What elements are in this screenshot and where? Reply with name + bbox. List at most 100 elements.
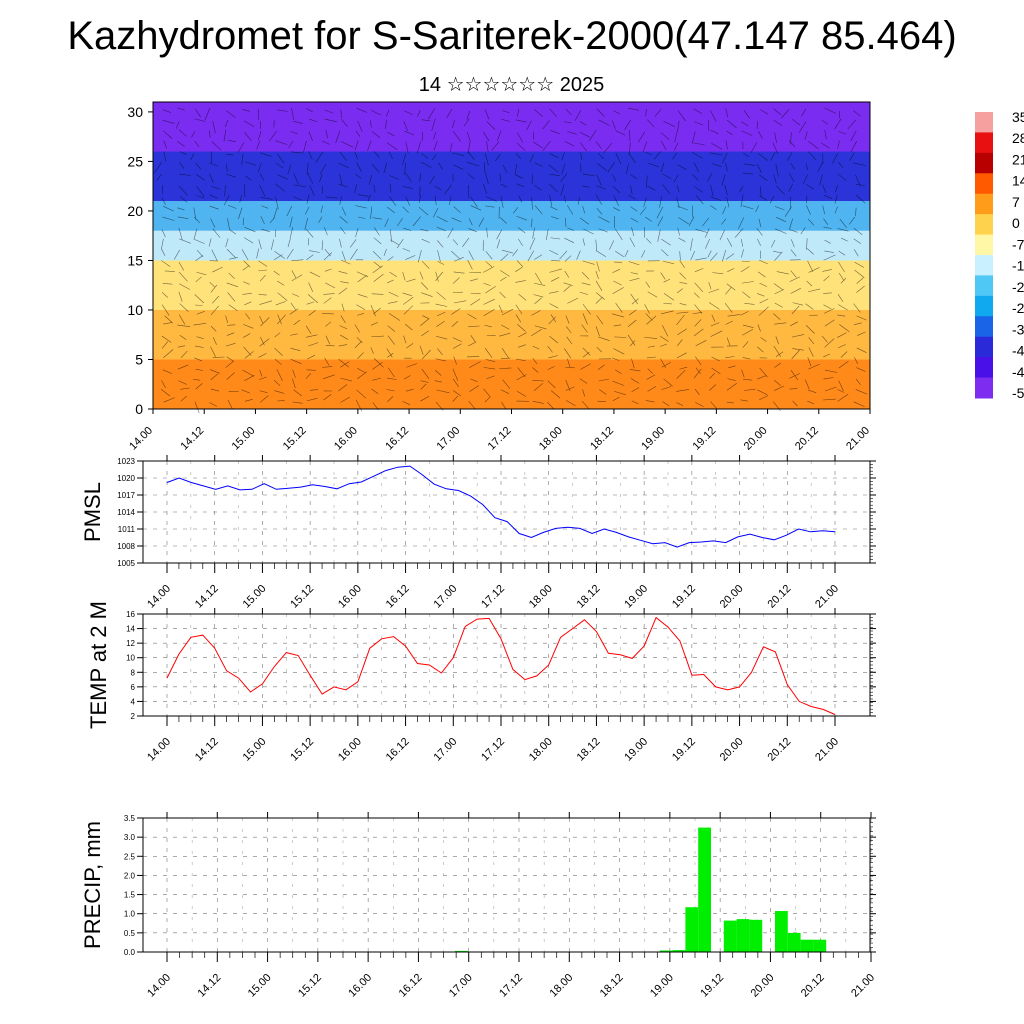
wind-barb (372, 361, 383, 370)
wind-barb (405, 172, 412, 182)
wind-barb (740, 266, 750, 273)
wind-barb (512, 249, 518, 257)
wind-barb (774, 322, 787, 325)
wind-barb (702, 217, 710, 227)
x-tick-label: 15.12 (296, 972, 324, 1000)
wind-barb (855, 389, 868, 395)
wind-barb (582, 173, 595, 177)
wind-barb (662, 173, 672, 179)
wind-barb (370, 322, 378, 326)
wind-barb (547, 345, 553, 353)
wind-barb (739, 185, 744, 193)
wind-barb (256, 248, 260, 259)
wind-barb (516, 260, 524, 268)
colorbar-swatch (975, 152, 993, 174)
colorbar-label: 28 (1012, 130, 1024, 146)
wind-barb (710, 205, 717, 210)
x-tick-label: 19.00 (622, 583, 650, 611)
wind-barb (421, 292, 433, 297)
wind-barb (694, 388, 700, 396)
wind-barb (324, 227, 328, 236)
wind-barb (663, 120, 676, 127)
wind-barb (257, 108, 260, 121)
wind-barb (654, 109, 662, 117)
wind-barb (269, 130, 277, 142)
wind-barb (549, 194, 553, 207)
wind-barb (453, 206, 461, 213)
wind-barb (229, 229, 237, 235)
wind-barb (483, 132, 490, 142)
x-tick-label: 16.00 (336, 736, 364, 764)
wind-barb (595, 239, 598, 252)
x-tick-label: 20.12 (793, 425, 821, 453)
wind-barb (631, 400, 639, 405)
wind-barb (806, 195, 808, 204)
wind-barb (340, 396, 350, 403)
wind-barb (727, 268, 735, 272)
wind-barb (483, 162, 486, 174)
colorbar-swatch (975, 112, 993, 133)
wind-barb (224, 119, 229, 128)
wind-barb (806, 205, 811, 215)
wind-barb (406, 363, 418, 368)
page-title: Kazhydromet for S-Sariterek-2000(47.147 … (67, 14, 957, 58)
wind-barb (341, 207, 347, 216)
wind-barb (595, 194, 603, 205)
x-tick-label: 20.12 (799, 972, 827, 1000)
wind-barb (243, 324, 254, 329)
wind-barb (677, 120, 680, 131)
wind-barb (227, 218, 230, 230)
wind-barb (563, 285, 571, 292)
wind-barb (417, 249, 422, 263)
wind-barb (292, 401, 303, 404)
wind-barb (339, 325, 348, 330)
wind-barb (290, 347, 301, 352)
wind-barb (559, 250, 568, 260)
wind-barb (275, 140, 288, 145)
wind-barb (290, 333, 298, 336)
y-axis-label: TEMP at 2 M (86, 601, 111, 729)
wind-barb (676, 185, 680, 193)
wind-barb (854, 322, 862, 325)
y-tick-label: 25 (127, 153, 143, 169)
x-tick-label: 17.00 (431, 736, 459, 764)
wind-barb (371, 110, 381, 116)
wind-barb (485, 196, 497, 202)
wind-barb (579, 291, 589, 295)
wind-barb (742, 357, 751, 360)
wind-barb (676, 288, 683, 294)
wind-barb (386, 206, 395, 214)
wind-barb (808, 267, 820, 273)
y-tick-label: 10 (127, 302, 143, 318)
wind-barb (293, 184, 306, 187)
wind-barb (242, 369, 254, 377)
wind-barb (242, 265, 250, 271)
wind-barb (513, 207, 519, 214)
wind-barb (547, 380, 556, 389)
x-tick-label: 17.12 (479, 736, 507, 764)
wind-barb (226, 110, 236, 118)
wind-barb (676, 314, 685, 326)
wind-barb (498, 304, 503, 313)
wind-barb (790, 270, 797, 278)
wind-barb (178, 129, 187, 137)
wind-barb (515, 304, 523, 315)
wind-barb (452, 152, 465, 157)
wind-barb (501, 347, 510, 359)
wind-barb (193, 228, 198, 240)
wind-barb (259, 369, 263, 377)
wind-barb (838, 250, 846, 256)
wind-barb (226, 163, 228, 172)
wind-barb (773, 345, 782, 357)
wind-barb (402, 292, 412, 297)
wind-barb (260, 152, 272, 157)
wind-barb (227, 324, 236, 326)
wind-barb (517, 108, 520, 117)
wind-barb (306, 397, 318, 402)
x-tick-label: 21.00 (813, 736, 841, 764)
wind-barb (259, 316, 264, 324)
wind-barb (532, 367, 539, 373)
wind-barb (323, 293, 335, 295)
wind-barb (838, 272, 845, 281)
wind-barb (242, 281, 250, 285)
